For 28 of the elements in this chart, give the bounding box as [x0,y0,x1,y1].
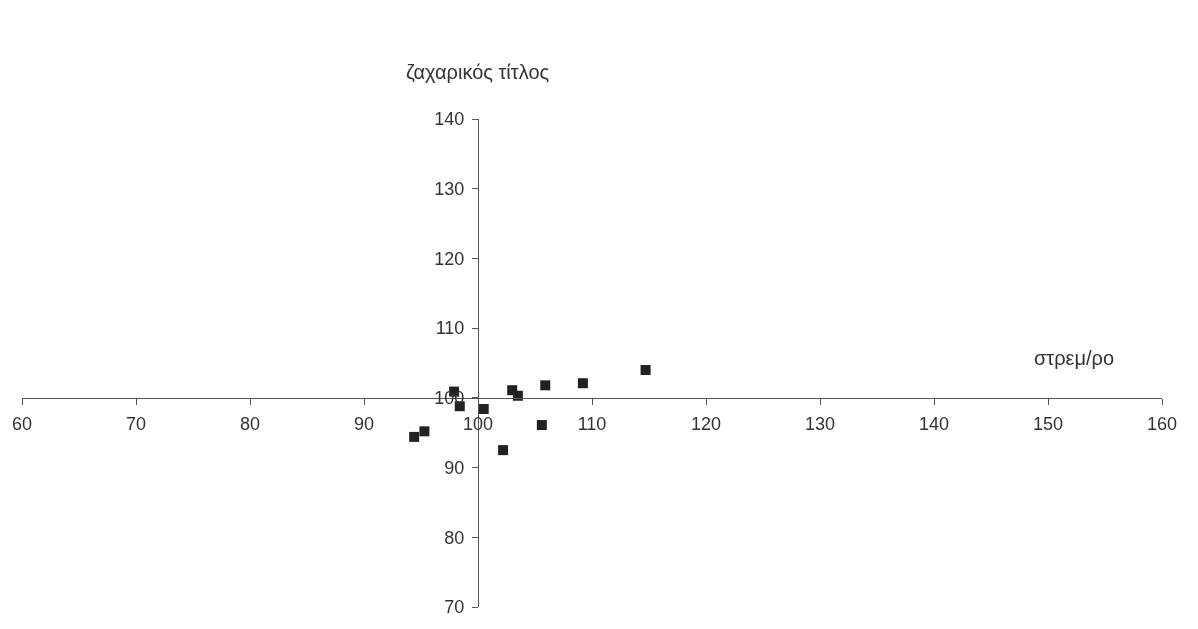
point [409,431,420,442]
x-tick-label: 150 [1032,414,1064,435]
x-tick-label: 70 [125,414,147,435]
point [640,364,651,375]
point [512,390,523,401]
y-tick-label: 110 [435,318,465,339]
y-tick-label: 70 [444,597,465,618]
y-tick-label: 140 [434,109,465,130]
point [498,445,509,456]
x-tick-label: 140 [918,414,950,435]
y-tick-label: 90 [444,457,465,478]
point [478,404,489,415]
y-tick-label: 120 [434,248,465,269]
y-tick-label: 80 [444,527,465,548]
x-tick-label: 110 [577,414,607,435]
x-tick-label: 130 [804,414,836,435]
x-tick-label: 60 [11,414,33,435]
point [540,380,551,391]
point [536,420,547,431]
x-tick-label: 120 [690,414,722,435]
y-axis-title: ζαχαρικός τίτλος [406,61,550,83]
x-tick-label: 80 [239,414,261,435]
x-tick-label: 90 [353,414,375,435]
point [577,378,588,389]
point [419,426,430,437]
y-tick-label: 130 [434,179,465,200]
x-axis-title: στρεμ/ρο [1034,347,1115,369]
x-tick-label: 160 [1146,414,1178,435]
